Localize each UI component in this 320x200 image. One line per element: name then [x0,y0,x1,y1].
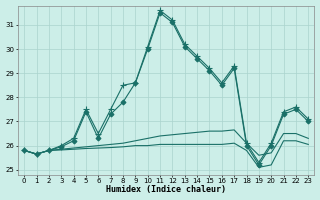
X-axis label: Humidex (Indice chaleur): Humidex (Indice chaleur) [106,185,226,194]
